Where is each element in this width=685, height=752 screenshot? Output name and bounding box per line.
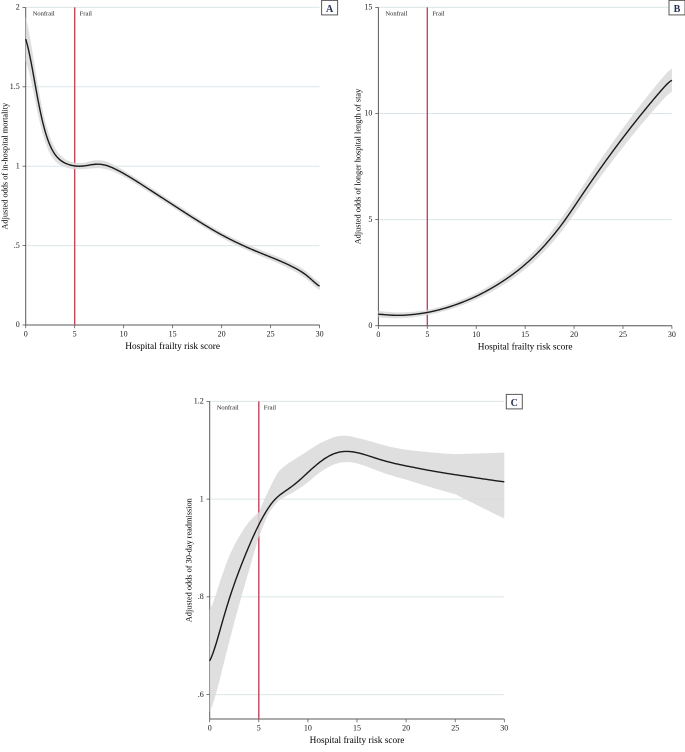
svg-text:10: 10: [472, 330, 480, 339]
svg-text:15: 15: [521, 330, 529, 339]
svg-text:30: 30: [500, 724, 508, 733]
svg-text:5: 5: [73, 330, 77, 339]
svg-text:25: 25: [267, 330, 275, 339]
svg-text:.8: .8: [198, 592, 204, 601]
svg-text:30: 30: [668, 330, 676, 339]
svg-text:15: 15: [353, 724, 361, 733]
svg-text:5: 5: [257, 724, 261, 733]
svg-text:20: 20: [402, 724, 410, 733]
svg-text:Frail: Frail: [264, 404, 276, 411]
svg-text:1: 1: [200, 494, 204, 503]
svg-text:5: 5: [368, 215, 372, 224]
svg-text:30: 30: [316, 330, 324, 339]
svg-text:Adjusted odds of in-hospital m: Adjusted odds of in-hospital mortality: [1, 102, 10, 230]
svg-text:Nonfrail: Nonfrail: [217, 404, 239, 411]
svg-text:Hospital frailty risk score: Hospital frailty risk score: [478, 342, 573, 353]
svg-text:10: 10: [304, 724, 312, 733]
svg-text:Nonfrail: Nonfrail: [33, 10, 55, 17]
svg-text:10: 10: [364, 109, 372, 118]
svg-text:0: 0: [368, 321, 372, 330]
svg-text:Adjusted odds of 30-day readmi: Adjusted odds of 30-day readmission: [185, 497, 194, 622]
svg-text:15: 15: [169, 330, 177, 339]
svg-text:Nonfrail: Nonfrail: [385, 10, 407, 17]
svg-text:5: 5: [425, 330, 429, 339]
svg-text:20: 20: [218, 330, 226, 339]
svg-text:Frail: Frail: [432, 10, 444, 17]
svg-text:20: 20: [570, 330, 578, 339]
svg-text:Frail: Frail: [80, 10, 92, 17]
svg-text:.5: .5: [14, 241, 20, 250]
svg-text:1: 1: [16, 161, 20, 170]
svg-text:1.5: 1.5: [10, 82, 20, 91]
svg-text:C: C: [511, 398, 518, 409]
svg-text:25: 25: [451, 724, 459, 733]
svg-text:25: 25: [619, 330, 627, 339]
svg-text:Hospital frailty risk score: Hospital frailty risk score: [310, 735, 405, 746]
svg-text:15: 15: [364, 3, 372, 12]
svg-text:Hospital frailty risk score: Hospital frailty risk score: [125, 341, 220, 352]
svg-text:2: 2: [16, 3, 20, 12]
svg-text:10: 10: [120, 330, 128, 339]
svg-text:0: 0: [16, 320, 20, 329]
svg-text:0: 0: [376, 330, 380, 339]
svg-text:0: 0: [24, 330, 28, 339]
svg-text:A: A: [326, 4, 334, 15]
svg-text:0: 0: [208, 724, 212, 733]
svg-text:1.2: 1.2: [194, 397, 204, 406]
svg-text:.6: .6: [198, 690, 204, 699]
svg-text:B: B: [674, 4, 681, 15]
svg-text:Adjusted odds of longer hospit: Adjusted odds of longer hospital length …: [353, 88, 362, 244]
